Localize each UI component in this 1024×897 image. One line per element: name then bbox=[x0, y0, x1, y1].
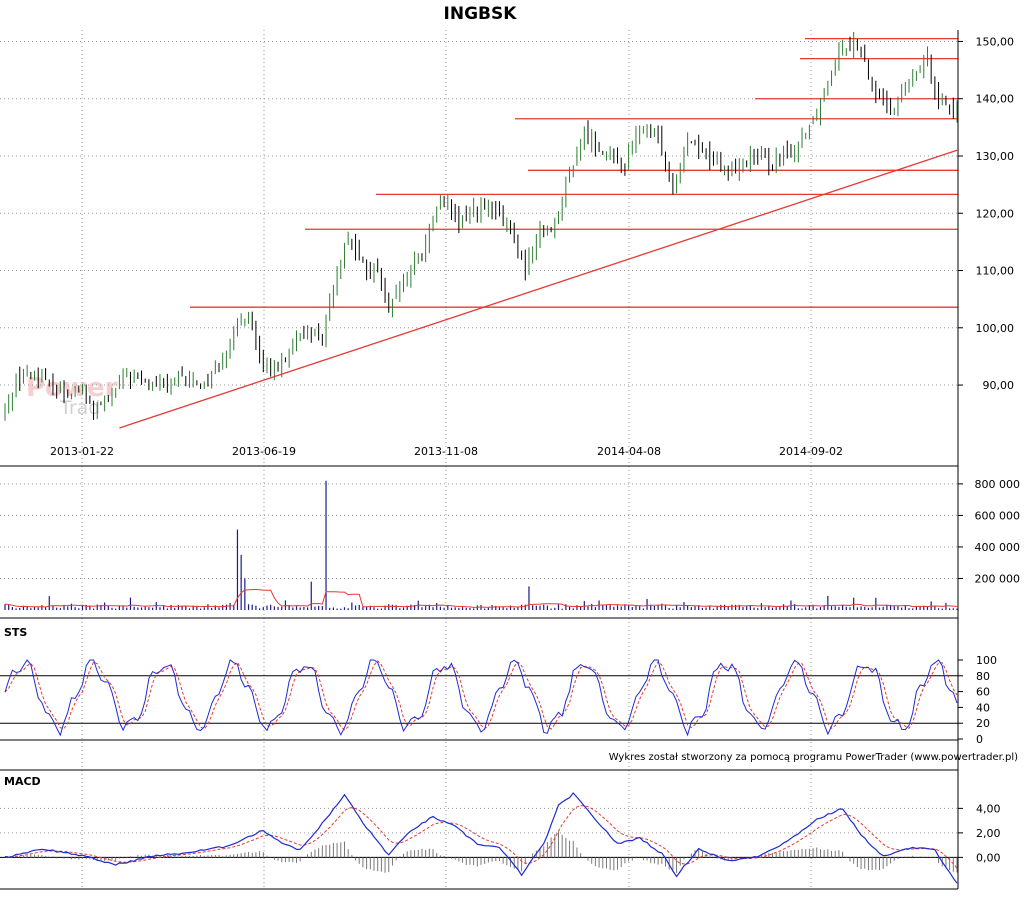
sts-k-line bbox=[4, 659, 958, 737]
sts-y-tick-label: 80 bbox=[976, 670, 990, 683]
trendline bbox=[119, 149, 958, 429]
sts-y-tick-label: 20 bbox=[976, 717, 990, 730]
macd-y-tick-label: 0,00 bbox=[976, 851, 1001, 864]
sts-panel bbox=[0, 659, 958, 737]
price-panel bbox=[4, 31, 958, 429]
price-y-tick-label: 120,00 bbox=[976, 207, 1015, 220]
volume-moving-average bbox=[4, 588, 958, 608]
volume-y-tick-label: 200 000 bbox=[975, 572, 1021, 585]
sts-y-tick-label: 0 bbox=[976, 733, 983, 746]
macd-panel-title: MACD bbox=[4, 775, 41, 788]
sts-y-tick-label: 60 bbox=[976, 686, 990, 699]
volume-y-tick-label: 800 000 bbox=[975, 478, 1021, 491]
macd-y-tick-label: 4,00 bbox=[976, 802, 1001, 815]
price-y-tick-label: 150,00 bbox=[976, 35, 1015, 48]
sts-panel-title: STS bbox=[4, 626, 27, 639]
chart-title: INGBSK bbox=[444, 4, 518, 24]
macd-y-tick-label: 2,00 bbox=[976, 827, 1001, 840]
macd-signal-line bbox=[4, 805, 958, 869]
credit-text: Wykres został stworzony za pomocą progra… bbox=[609, 752, 1018, 763]
volume-panel bbox=[4, 480, 958, 610]
price-y-tick-label: 110,00 bbox=[976, 265, 1015, 278]
macd-line bbox=[4, 792, 958, 884]
volume-y-tick-label: 600 000 bbox=[975, 509, 1021, 522]
price-y-tick-label: 90,00 bbox=[983, 379, 1015, 392]
sts-y-tick-label: 40 bbox=[976, 701, 990, 714]
x-tick-label: 2013-01-22 bbox=[50, 445, 114, 458]
price-y-tick-label: 140,00 bbox=[976, 93, 1015, 106]
x-tick-label: 2013-11-08 bbox=[414, 445, 478, 458]
x-tick-label: 2013-06-19 bbox=[232, 445, 296, 458]
watermark-trader: Trad bbox=[59, 397, 100, 419]
x-tick-label: 2014-09-02 bbox=[779, 445, 843, 458]
price-y-tick-label: 130,00 bbox=[976, 150, 1015, 163]
macd-panel bbox=[0, 792, 958, 884]
sts-y-tick-label: 100 bbox=[976, 654, 997, 667]
axes: 2013-01-22 2013-06-19 2013-11-08 2014-04-08… bbox=[0, 30, 1021, 890]
price-y-tick-label: 100,00 bbox=[976, 322, 1015, 335]
volume-y-tick-label: 400 000 bbox=[975, 541, 1021, 554]
x-tick-label: 2014-04-08 bbox=[597, 445, 661, 458]
